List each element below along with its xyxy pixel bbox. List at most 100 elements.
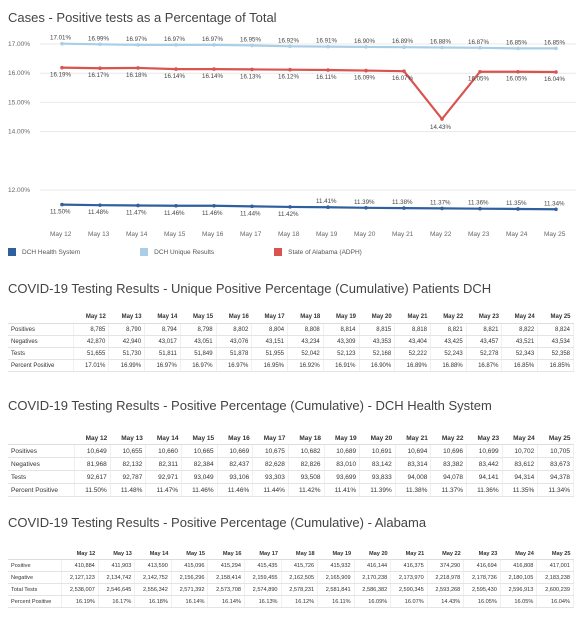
table-cell: 11.42% — [288, 483, 325, 497]
table-cell: 42,870 — [73, 335, 110, 348]
table-cell: 16.88% — [430, 359, 467, 372]
table-cell: 11.39% — [359, 483, 396, 497]
data-label: 11.37% — [430, 199, 451, 206]
table-cell: 43,309 — [323, 335, 360, 348]
table-cell: 10,689 — [324, 444, 361, 458]
table-cell: 16.05% — [500, 595, 538, 608]
table-cell: 2,134,742 — [98, 571, 136, 584]
data-label: 11.35% — [506, 200, 527, 207]
data-label: 11.39% — [354, 199, 375, 206]
table-cell: 16.11% — [317, 595, 355, 608]
table-cell: 51,655 — [73, 347, 110, 360]
table-cell: 16.19% — [61, 595, 99, 608]
table-cell: 2,573,708 — [207, 583, 245, 596]
column-header: May 25 — [537, 432, 574, 445]
column-header: May 12 — [73, 311, 109, 324]
x-tick-label: May 24 — [506, 231, 528, 238]
table-cell: 2,127,123 — [61, 571, 99, 584]
data-point — [326, 44, 330, 49]
data-label: 16.88% — [430, 39, 451, 46]
column-header: May 18 — [288, 432, 325, 445]
column-header: May 23 — [466, 432, 503, 445]
table-cell: 415,294 — [207, 559, 245, 572]
table-cell: 43,534 — [537, 335, 574, 348]
table-cell: 52,243 — [430, 347, 467, 360]
table-cell: 43,404 — [394, 335, 431, 348]
table-cell: 2,158,414 — [207, 571, 245, 584]
table-cell: 52,222 — [394, 347, 431, 360]
table-cell: 2,180,105 — [500, 571, 538, 584]
data-label: 16.91% — [316, 38, 337, 45]
table-cell: 52,123 — [323, 347, 360, 360]
data-point — [60, 41, 64, 46]
column-header: May 22 — [427, 548, 464, 560]
data-label: 16.85% — [506, 39, 527, 46]
column-header: May 20 — [359, 311, 395, 324]
y-tick-label: 17.00% — [8, 41, 30, 48]
table-cell: 2,590,345 — [390, 583, 428, 596]
table-cell: 10,705 — [537, 444, 574, 458]
table-row: Negatives 42,870 42,940 43,017 43,051 43,076 4… — [8, 335, 574, 348]
data-point — [250, 67, 254, 72]
table-cell: 14.43% — [427, 595, 465, 608]
table-row: Tests 92,617 92,787 92,971 93,049 93,106 93,30… — [8, 470, 574, 484]
data-point — [60, 65, 64, 70]
data-label: 16.85% — [544, 39, 565, 46]
table-cell: 2,600,239 — [536, 583, 574, 596]
table-cell: 93,303 — [252, 470, 289, 484]
data-point — [478, 45, 482, 50]
table-corner-cell — [8, 311, 74, 324]
row-label: Percent Positive — [8, 595, 63, 608]
table-cell: 10,665 — [181, 444, 218, 458]
legend-label-alabama: State of Alabama (ADPH) — [288, 248, 362, 256]
row-label: Positives — [8, 323, 74, 336]
table-cell: 10,655 — [110, 444, 147, 458]
table-cell: 16.85% — [537, 359, 574, 372]
table-cell: 374,290 — [427, 559, 465, 572]
table-cell: 416,375 — [390, 559, 428, 572]
data-label: 14.43% — [430, 124, 451, 131]
column-header: May 20 — [354, 548, 391, 560]
row-label: Negative — [8, 571, 63, 584]
table-row: Positives 8,785 8,790 8,794 8,798 8,802 8,804 8… — [8, 323, 574, 336]
table-cell: 10,702 — [502, 444, 539, 458]
table-cell: 16.05% — [463, 595, 501, 608]
column-header: May 16 — [207, 548, 245, 560]
table-corner-cell — [8, 432, 75, 445]
table-cell: 415,435 — [244, 559, 282, 572]
table-cell: 43,234 — [287, 335, 324, 348]
data-point — [402, 69, 406, 73]
legend-item-alabama: State of Alabama (ADPH) — [274, 248, 362, 256]
data-label: 16.05% — [468, 76, 489, 83]
data-label: 11.46% — [164, 210, 185, 217]
column-header: May 22 — [430, 432, 467, 445]
data-point — [250, 43, 254, 48]
legend-label-dch-unique: DCH Unique Results — [154, 248, 215, 256]
data-label: 16.17% — [88, 72, 109, 79]
table-cell: 83,673 — [537, 457, 574, 471]
table-row: Total Tests 2,538,007 2,546,645 2,556,342 2,… — [8, 583, 574, 596]
column-header: May 20 — [359, 432, 396, 445]
data-label: 16.11% — [316, 74, 337, 81]
table-cell: 2,574,890 — [244, 583, 282, 596]
data-label: 11.44% — [240, 210, 261, 217]
table-cell: 83,314 — [395, 457, 432, 471]
table-cell: 2,578,231 — [281, 583, 319, 596]
table-row: Tests 51,655 51,730 51,811 51,849 51,878 51,95… — [8, 347, 574, 360]
data-label: 16.19% — [50, 72, 71, 79]
x-tick-label: May 21 — [392, 231, 414, 238]
table-cell: 51,730 — [108, 347, 146, 360]
table-cell: 11.35% — [502, 483, 539, 497]
x-tick-label: May 15 — [164, 231, 186, 238]
x-tick-label: May 23 — [468, 231, 490, 238]
table-cell: 82,311 — [145, 457, 183, 471]
table-cell: 82,384 — [181, 457, 218, 471]
column-header: May 14 — [144, 311, 181, 324]
column-header: May 13 — [108, 311, 145, 324]
table-cell: 83,442 — [466, 457, 503, 471]
column-header: May 25 — [537, 311, 574, 324]
table-cell: 43,353 — [359, 335, 396, 348]
data-point — [212, 43, 216, 47]
table-header-row: May 12 May 13 May 14 May 15 May 16 May 17 May … — [8, 432, 574, 445]
table-cell: 416,144 — [354, 559, 392, 572]
